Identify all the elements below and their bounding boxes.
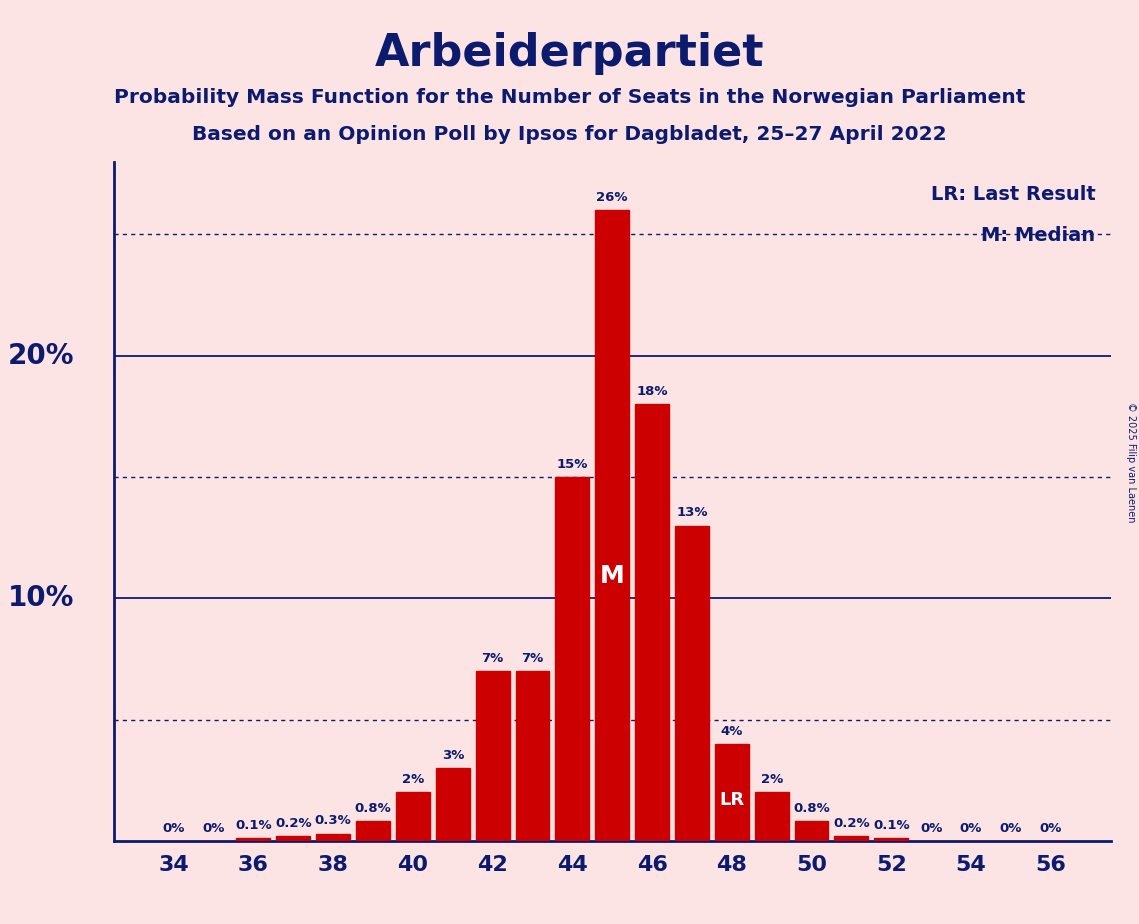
Bar (715, 744, 748, 841)
Text: 0%: 0% (960, 821, 982, 834)
Text: 0.8%: 0.8% (793, 802, 830, 815)
Text: Probability Mass Function for the Number of Seats in the Norwegian Parliament: Probability Mass Function for the Number… (114, 88, 1025, 107)
Text: 0%: 0% (203, 821, 224, 834)
Text: 10%: 10% (8, 584, 74, 613)
Text: 20%: 20% (8, 342, 74, 370)
Text: 0.2%: 0.2% (274, 817, 312, 830)
Bar (596, 211, 629, 841)
Bar (516, 671, 549, 841)
Bar (396, 793, 429, 841)
Text: 7%: 7% (482, 652, 503, 665)
Text: 0.8%: 0.8% (354, 802, 392, 815)
Bar (795, 821, 828, 841)
Text: 2%: 2% (402, 773, 424, 786)
Text: 0%: 0% (920, 821, 942, 834)
Text: 0.2%: 0.2% (833, 817, 870, 830)
Bar (835, 836, 868, 841)
Text: 0%: 0% (163, 821, 185, 834)
Text: LR: LR (719, 791, 745, 809)
Bar (636, 405, 669, 841)
Text: 3%: 3% (442, 749, 464, 762)
Text: 26%: 26% (597, 191, 628, 204)
Text: 0.1%: 0.1% (235, 820, 272, 833)
Text: 2%: 2% (761, 773, 782, 786)
Text: © 2025 Filip van Laenen: © 2025 Filip van Laenen (1126, 402, 1136, 522)
Text: 0%: 0% (1000, 821, 1022, 834)
Text: M: Median: M: Median (982, 226, 1096, 245)
Text: 18%: 18% (637, 385, 667, 398)
Text: 0%: 0% (1040, 821, 1062, 834)
Text: 0.3%: 0.3% (314, 814, 352, 828)
Text: 4%: 4% (721, 724, 743, 737)
Text: 15%: 15% (557, 458, 588, 471)
Bar (675, 526, 708, 841)
Bar (237, 838, 270, 841)
Bar (755, 793, 788, 841)
Bar (476, 671, 509, 841)
Bar (556, 477, 589, 841)
Text: M: M (600, 564, 624, 588)
Bar (875, 838, 908, 841)
Bar (317, 833, 350, 841)
Text: 0.1%: 0.1% (872, 820, 910, 833)
Bar (277, 836, 310, 841)
Text: 7%: 7% (522, 652, 543, 665)
Bar (357, 821, 390, 841)
Text: LR: Last Result: LR: Last Result (931, 186, 1096, 204)
Bar (436, 768, 469, 841)
Text: Based on an Opinion Poll by Ipsos for Dagbladet, 25–27 April 2022: Based on an Opinion Poll by Ipsos for Da… (192, 125, 947, 144)
Text: Arbeiderpartiet: Arbeiderpartiet (375, 32, 764, 76)
Text: 13%: 13% (677, 506, 707, 519)
